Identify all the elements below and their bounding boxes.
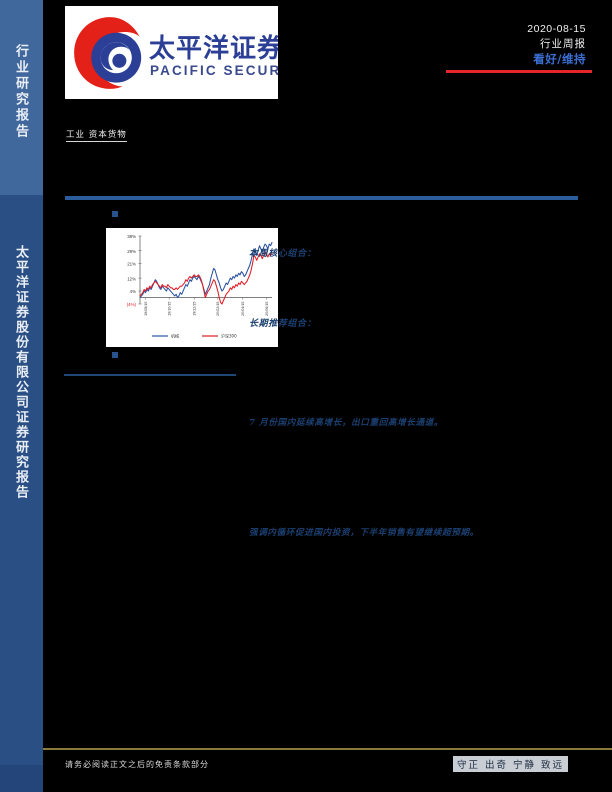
x-axis-tick-label: 19/12/15: [193, 302, 197, 316]
x-axis-tick-label: 20/02/15: [216, 302, 220, 316]
performance-chart: 38% 29% 21% 12% 4% (4%) 19/08/15 19/10/15 19/12/…: [106, 228, 278, 347]
sidebar-band-bottom: [0, 195, 43, 765]
footer-divider: [43, 748, 612, 750]
bullet-square-2: [112, 352, 118, 358]
left-sidebar: 行业研究报告 太平洋证券股份有限公司证券研究报告: [0, 0, 43, 792]
x-axis-tick-label: 19/08/15: [144, 302, 148, 316]
y-axis-tick-label: 29%: [127, 249, 136, 254]
section-divider-bar: [65, 196, 578, 200]
header-red-rule: [446, 70, 592, 73]
x-axis-tick-label: 19/10/15: [168, 302, 172, 316]
sidebar-label-company-research: 太平洋证券股份有限公司证券研究报告: [13, 245, 28, 500]
logo-chinese-name: 太平洋证券: [149, 34, 278, 64]
rating-badge: 看好/维持: [533, 52, 586, 66]
logo-english-name: PACIFIC SECURITIES: [150, 63, 278, 78]
footer-slogan: 守正 出奇 宁静 致远: [453, 756, 569, 772]
sidebar-label-research-report: 行业研究报告: [13, 44, 28, 140]
y-axis-tick-label: 12%: [127, 276, 136, 281]
paragraph-heading-1: 7 月份国内延续高增长，出口重回高增长通道。: [249, 418, 444, 428]
header-meta: 2020-08-15 行业周报 看好/维持: [527, 22, 586, 67]
core-portfolio-heading: 本周核心组合：: [249, 249, 317, 259]
chart-series-line: [139, 241, 273, 299]
legend-label: 沪深300: [221, 333, 237, 339]
chart-svg: 38% 29% 21% 12% 4% (4%) 19/08/15 19/10/15 19/12/…: [127, 234, 273, 339]
y-axis-tick-label: 38%: [127, 234, 136, 239]
pacific-securities-logo-icon: [74, 17, 142, 89]
long-term-portfolio-heading: 长期推荐组合：: [249, 319, 317, 329]
paragraph-heading-2: 强调内循环促进国内投资，下半年销售有望继续超预期。: [249, 528, 479, 538]
report-type: 行业周报: [540, 38, 586, 50]
report-date: 2020-08-15: [527, 23, 586, 35]
document-page: 太平洋证券 PACIFIC SECURITIES 2020-08-15 行业周报…: [43, 0, 612, 792]
x-axis-tick-label: 20/04/15: [241, 302, 245, 316]
footer-disclaimer: 请务必阅读正文之后的免责条款部分: [65, 760, 209, 769]
sidebar-band-top: [0, 0, 43, 195]
y-axis-tick-label: (4%): [127, 302, 137, 307]
y-axis-tick-label: 4%: [130, 289, 136, 294]
company-logo: 太平洋证券 PACIFIC SECURITIES: [65, 6, 278, 99]
legend-label: 机械: [171, 333, 179, 339]
x-axis-tick-label: 20/06/15: [265, 302, 269, 316]
sector-label: 工业 资本货物: [66, 130, 127, 142]
y-axis-tick-label: 21%: [127, 262, 136, 267]
thin-rule-divider: [64, 374, 236, 376]
sidebar-band-footer: [0, 765, 43, 792]
bullet-square-1: [112, 211, 118, 217]
chart-series-line: [139, 251, 273, 305]
